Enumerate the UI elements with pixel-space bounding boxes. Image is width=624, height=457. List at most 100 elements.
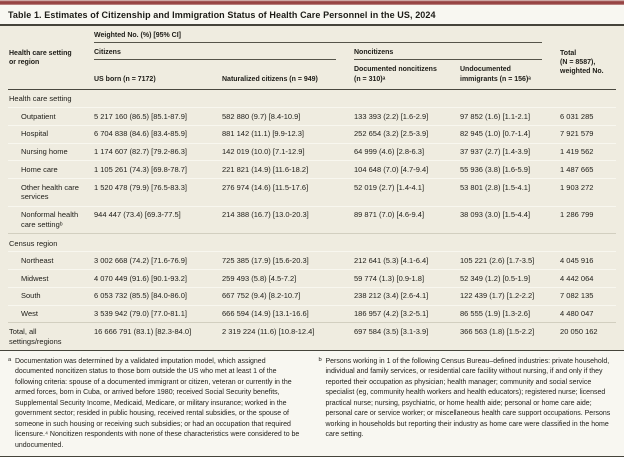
header-undocumented: Undocumented immigrants (n = 156)ᵃ: [460, 62, 561, 90]
table-cell: 104 648 (7.0) [4.7-9.4]: [354, 164, 429, 174]
section-header: Census region: [9, 238, 58, 248]
section-row: Census region: [8, 233, 617, 252]
table-cell: 697 584 (3.5) [3.1-3.9]: [354, 326, 429, 336]
top-accent-bar: [0, 0, 624, 5]
table-cell: 4 070 449 (91.6) [90.1-93.2]: [94, 273, 187, 283]
footnote-b-marker: b: [318, 356, 322, 363]
table-row: Northeast 3 002 668 (74.2) [71.6-76.9] 725…: [8, 251, 617, 270]
table-cell: 6 031 285: [560, 111, 594, 121]
table-cell: 582 880 (9.7) [8.4-10.9]: [222, 111, 301, 121]
table-row: South 6 053 732 (85.5) [84.0-86.0] 667 752…: [8, 287, 617, 305]
table-cell: 142 019 (10.0) [7.1-12.9]: [222, 147, 305, 157]
table-cell: 3 539 942 (79.0) [77.0-81.1]: [94, 309, 187, 319]
table-cell: 1 105 261 (74.3) [69.8-78.7]: [94, 164, 187, 174]
footnote-b: b Persons working in 1 of the following …: [319, 357, 617, 452]
table-cell: 105 221 (2.6) [1.7-3.5]: [460, 255, 535, 265]
row-label: Nursing home: [21, 147, 68, 157]
table-cell: 133 393 (2.2) [1.6-2.9]: [354, 111, 429, 121]
table-cell: 97 852 (1.6) [1.1-2.1]: [460, 111, 531, 121]
row-label: Other health care services: [21, 182, 79, 202]
table-cell: 4 480 047: [560, 309, 594, 319]
table-cell: 212 641 (5.3) [4.1-6.4]: [354, 255, 429, 265]
footnote-b-text: Persons working in 1 of the following Ce…: [325, 357, 611, 439]
table-row: Other health care services 1 520 478 (79.…: [8, 178, 617, 207]
table-cell: 7 082 135: [560, 291, 594, 301]
header-naturalized: Naturalized citizens (n = 949): [222, 62, 354, 90]
row-label: South: [21, 291, 41, 301]
header-citizens-group: Citizens: [94, 45, 354, 62]
table-cell: 667 752 (9.4) [8.2-10.7]: [222, 291, 301, 301]
row-label: Northeast: [21, 255, 54, 265]
table-cell: 37 937 (2.7) [1.4-3.9]: [460, 147, 531, 157]
table-cell: 82 945 (1.0) [0.7-1.4]: [460, 129, 531, 139]
table-cell: 944 447 (73.4) [69.3-77.5]: [94, 210, 181, 220]
row-label: Midwest: [21, 273, 49, 283]
table-row: Nonformal health care settingᵇ 944 447 (7…: [8, 206, 617, 234]
table-container: Health care setting or region Weighted N…: [0, 26, 624, 351]
table-row: Hospital 6 704 838 (84.6) [83.4-85.9] 881 …: [8, 125, 617, 143]
footnote-a-marker: a: [8, 356, 12, 363]
table-cell: 1 419 562: [560, 147, 594, 157]
header-us-born: US born (n = 7172): [94, 62, 222, 90]
table-cell: 276 974 (14.6) [11.5-17.6]: [222, 182, 309, 192]
header-noncitizens-label: Noncitizens: [354, 48, 543, 61]
table-cell: 1 903 272: [560, 182, 594, 192]
table-row: West 3 539 942 (79.0) [77.0-81.1] 666 594 …: [8, 305, 617, 323]
row-label: Hospital: [21, 129, 49, 139]
footnote-a: a Documentation was determined by a vali…: [8, 357, 306, 452]
table-cell: 881 142 (11.1) [9.9-12.3]: [222, 129, 305, 139]
data-table: Health care setting or region Weighted N…: [8, 26, 617, 350]
row-label: Outpatient: [21, 111, 56, 121]
table-cell: 6 053 732 (85.5) [84.0-86.0]: [94, 291, 187, 301]
table-cell: 53 801 (2.8) [1.5-4.1]: [460, 182, 531, 192]
table-cell: 666 594 (14.9) [13.1-16.6]: [222, 309, 309, 319]
table-cell: 89 871 (7.0) [4.6-9.4]: [354, 210, 425, 220]
section-header: Health care setting: [9, 94, 72, 104]
table-cell: 186 957 (4.2) [3.2-5.1]: [354, 309, 429, 319]
table-cell: 20 050 162: [560, 326, 598, 336]
table-cell: 366 563 (1.8) [1.5-2.2]: [460, 326, 535, 336]
table-cell: 214 388 (16.7) [13.0-20.3]: [222, 210, 309, 220]
table-cell: 86 555 (1.9) [1.3-2.6]: [460, 309, 531, 319]
table-cell: 6 704 838 (84.6) [83.4-85.9]: [94, 129, 187, 139]
table-cell: 16 666 791 (83.1) [82.3-84.0]: [94, 326, 192, 336]
header-weighted-label: Weighted No. (%) [95% CI]: [94, 31, 543, 44]
table-row: Home care 1 105 261 (74.3) [69.8-78.7] 221…: [8, 160, 617, 179]
row-label: Home care: [21, 164, 58, 174]
section-row: Health care setting: [8, 89, 616, 107]
table-row: Nursing home 1 174 607 (82.7) [79.2-86.3]…: [8, 143, 617, 161]
table-cell: 1 174 607 (82.7) [79.2-86.3]: [94, 147, 187, 157]
table-cell: 122 439 (1.7) [1.2-2.2]: [460, 291, 535, 301]
header-group-row: Citizens Noncitizens: [8, 45, 616, 62]
row-label: West: [21, 309, 38, 319]
table-cell: 4 045 916: [560, 255, 594, 265]
table-cell: 7 921 579: [560, 129, 594, 139]
table-cell: 725 385 (17.9) [15.6-20.3]: [222, 255, 309, 265]
table-cell: 4 442 064: [560, 273, 594, 283]
header-weighted-spanner: Weighted No. (%) [95% CI]: [94, 26, 560, 45]
table-cell: 64 999 (4.6) [2.8-6.3]: [354, 147, 425, 157]
row-label: Nonformal health care settingᵇ: [21, 210, 79, 229]
table-cell: 52 349 (1.2) [0.5-1.9]: [460, 273, 531, 283]
header-citizens-label: Citizens: [94, 48, 336, 61]
table-cell: 5 217 160 (86.5) [85.1-87.9]: [94, 111, 187, 121]
table-row: Outpatient 5 217 160 (86.5) [85.1-87.9] 58…: [8, 107, 617, 126]
header-noncitizens-group: Noncitizens: [354, 45, 560, 62]
table-header: Health care setting or region Weighted N…: [8, 26, 617, 90]
header-columns-row: US born (n = 7172) Naturalized citizens …: [8, 62, 616, 90]
table-cell: 259 493 (5.8) [4.5-7.2]: [222, 273, 297, 283]
table-cell: 252 654 (3.2) [2.5-3.9]: [354, 129, 429, 139]
table-title: Table 1. Estimates of Citizenship and Im…: [0, 5, 624, 26]
footnote-a-text: Documentation was determined by a valida…: [15, 357, 300, 449]
footnotes: a Documentation was determined by a vali…: [0, 350, 624, 457]
table-cell: 38 093 (3.0) [1.5-4.4]: [460, 210, 531, 220]
total-row: Total, all settings/regions 16 666 791 (8…: [8, 322, 617, 350]
table-body: Health care setting Outpatient 5 217 160 (…: [8, 89, 617, 350]
table-cell: 1 286 799: [560, 210, 594, 220]
table-cell: 1 487 665: [560, 164, 594, 174]
table-cell: 221 821 (14.9) [11.6-18.2]: [222, 164, 309, 174]
header-stub: Health care setting or region: [8, 26, 94, 90]
table-cell: 59 774 (1.3) [0.9-1.8]: [354, 273, 425, 283]
table-cell: 1 520 478 (79.9) [76.5-83.3]: [94, 182, 187, 192]
